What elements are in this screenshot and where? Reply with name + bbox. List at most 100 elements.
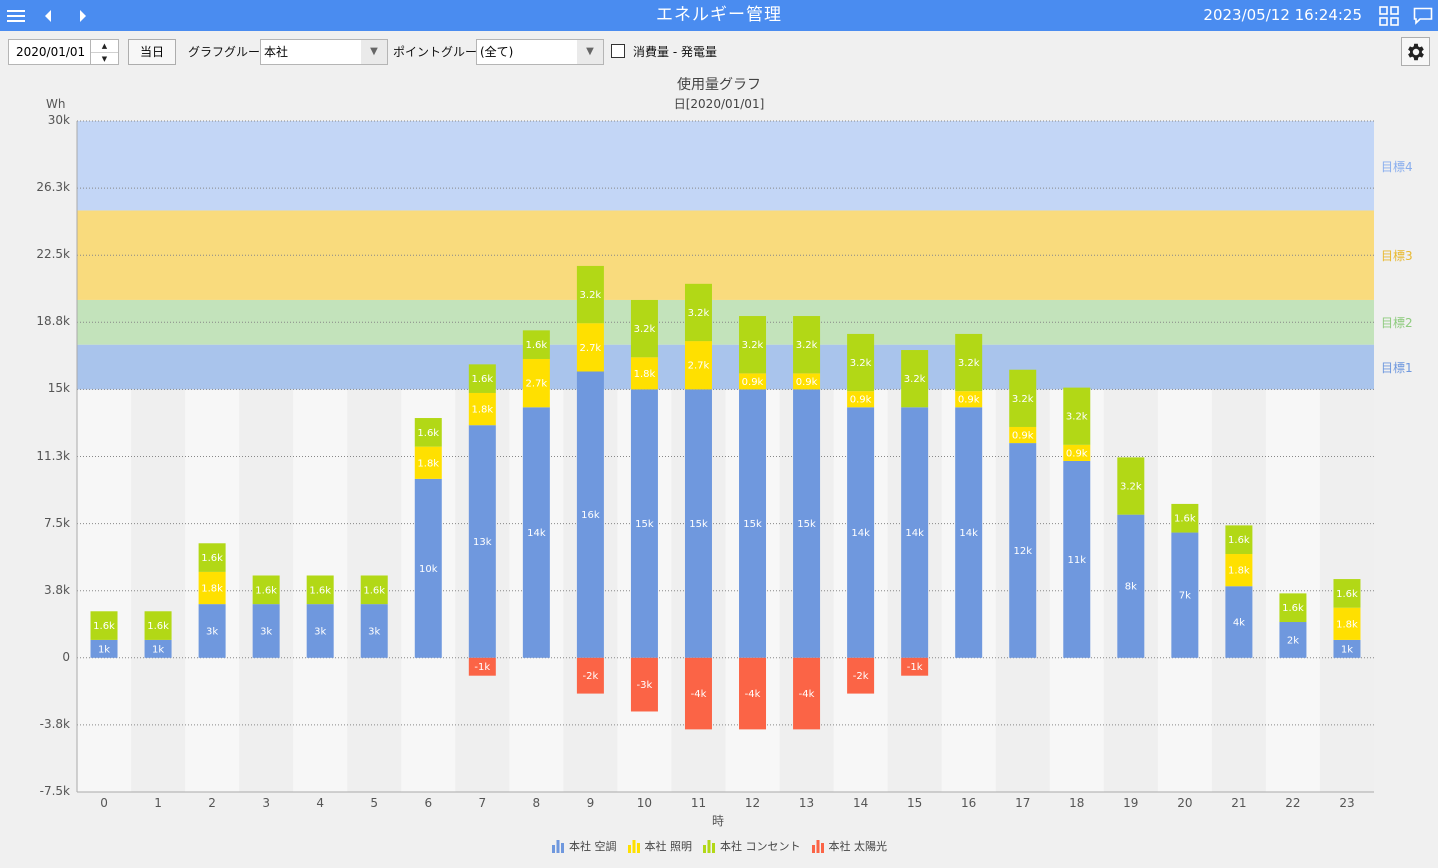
bar-segment xyxy=(955,333,983,392)
x-tick-label: 7 xyxy=(478,796,487,810)
bar-segment xyxy=(522,330,550,359)
bar-value-label: 3k xyxy=(314,626,326,637)
legend-item[interactable]: 本社 太陽光 xyxy=(811,838,888,854)
bar-segment xyxy=(576,323,604,372)
y-tick-label: 30k xyxy=(47,113,70,127)
x-tick-label: 4 xyxy=(316,796,324,810)
target-band xyxy=(77,210,1374,300)
bar-segment xyxy=(1333,607,1361,640)
bar-segment xyxy=(414,418,442,447)
point-group-select[interactable]: (全て) ▼ xyxy=(476,39,604,65)
bar-value-label: -3k xyxy=(637,680,653,691)
bar-value-label: 3.2k xyxy=(742,340,764,351)
chart-subtitle: 日[2020/01/01] xyxy=(673,97,765,111)
date-input[interactable]: 2020/01/01 xyxy=(8,39,90,65)
x-tick-label: 2 xyxy=(208,796,216,810)
settings-button[interactable] xyxy=(1401,37,1430,66)
consumption-checkbox[interactable] xyxy=(611,44,625,58)
bar-segment xyxy=(468,657,496,676)
x-tick-label: 15 xyxy=(907,796,923,810)
y-axis-unit: Wh xyxy=(46,97,66,111)
plot-column-stripe xyxy=(671,121,726,792)
bar-segment xyxy=(1009,369,1037,427)
dropdown-arrow-icon[interactable]: ▼ xyxy=(361,40,387,64)
bar-value-label: 1.6k xyxy=(363,585,385,596)
bar-segment xyxy=(576,371,604,658)
bar-segment xyxy=(252,604,280,658)
bar-value-label: 1.6k xyxy=(471,374,493,385)
bar-segment xyxy=(739,373,767,390)
plot-background xyxy=(77,121,1374,792)
dropdown-arrow-icon[interactable]: ▼ xyxy=(577,40,603,64)
spin-up-icon[interactable]: ▲ xyxy=(91,40,118,53)
bar-value-label: 3.2k xyxy=(850,358,872,369)
spin-down-icon[interactable]: ▼ xyxy=(101,55,108,63)
graph-group-label: グラフグループ: xyxy=(188,45,276,59)
bar-value-label: 1.8k xyxy=(634,369,656,380)
bar-value-label: 1k xyxy=(98,644,110,655)
graph-group-select[interactable]: 本社 ▼ xyxy=(260,39,388,65)
bar-segment xyxy=(90,611,118,640)
prev-icon[interactable] xyxy=(40,0,56,31)
grid-view-icon[interactable] xyxy=(1378,0,1400,31)
plot-column-stripe xyxy=(887,121,942,792)
bar-segment xyxy=(414,446,442,479)
bar-value-label: -2k xyxy=(583,671,599,682)
bar-segment xyxy=(1279,622,1307,658)
legend-item[interactable]: 本社 空調 xyxy=(551,838,617,854)
bar-segment xyxy=(144,611,172,640)
bar-value-label: -2k xyxy=(853,671,869,682)
menu-icon[interactable] xyxy=(6,0,26,31)
bar-segment xyxy=(901,350,929,408)
bar-segment xyxy=(1171,503,1199,533)
bar-segment xyxy=(468,364,496,393)
plot-column-stripe xyxy=(455,121,510,792)
bar-segment xyxy=(793,389,821,658)
bar-value-label: 3.2k xyxy=(904,374,926,385)
bar-value-label: 0.9k xyxy=(1012,431,1034,442)
bar-value-label: -4k xyxy=(745,689,761,700)
plot-column-stripe xyxy=(779,121,834,792)
bar-segment xyxy=(684,283,712,342)
x-tick-label: 13 xyxy=(798,796,815,810)
plot-column-stripe xyxy=(995,121,1050,792)
bar-value-label: 3k xyxy=(260,626,272,637)
date-spinner[interactable]: ▲ ▼ xyxy=(90,39,119,65)
message-icon[interactable] xyxy=(1412,0,1434,31)
bar-value-label: 14k xyxy=(905,528,924,539)
legend-item[interactable]: 本社 コンセント xyxy=(702,838,801,854)
bar-value-label: 1.6k xyxy=(147,621,169,632)
bar-value-label: 1.6k xyxy=(201,553,223,564)
x-tick-label: 8 xyxy=(532,796,541,810)
plot-column-stripe xyxy=(1319,121,1374,792)
bar-value-label: 0.9k xyxy=(796,377,818,388)
x-tick-label: 6 xyxy=(424,796,433,810)
y-tick-label: 7.5k xyxy=(43,515,70,530)
gear-icon xyxy=(1407,43,1424,60)
x-tick-label: 10 xyxy=(636,796,653,810)
next-icon[interactable] xyxy=(75,0,91,31)
x-tick-label: 1 xyxy=(154,796,162,810)
bar-chart-icon xyxy=(811,840,824,853)
y-tick-label: 15k xyxy=(47,381,70,396)
bar-value-label: 3.2k xyxy=(580,290,602,301)
bar-value-label: 14k xyxy=(527,528,546,539)
point-group-value: (全て) xyxy=(480,45,514,59)
bar-value-label: 2.7k xyxy=(580,343,602,354)
today-button[interactable]: 当日 xyxy=(128,39,176,65)
target-band xyxy=(77,344,1374,390)
target-band-label: 目標1 xyxy=(1381,361,1413,376)
legend-item[interactable]: 本社 照明 xyxy=(627,838,692,854)
y-tick-label: 22.5k xyxy=(36,247,70,262)
bar-value-label: 1.8k xyxy=(1228,566,1250,577)
x-tick-label: 19 xyxy=(1123,796,1139,810)
bar-value-label: 12k xyxy=(1013,546,1032,557)
bar-segment xyxy=(630,657,658,712)
legend-label: 本社 太陽光 xyxy=(828,840,888,853)
bar-value-label: 3.2k xyxy=(1066,412,1088,423)
bar-segment xyxy=(1225,586,1253,658)
bar-segment xyxy=(793,373,821,390)
x-tick-label: 18 xyxy=(1069,796,1085,810)
target-band-label: 目標2 xyxy=(1381,316,1413,331)
bar-chart-icon xyxy=(703,840,715,853)
